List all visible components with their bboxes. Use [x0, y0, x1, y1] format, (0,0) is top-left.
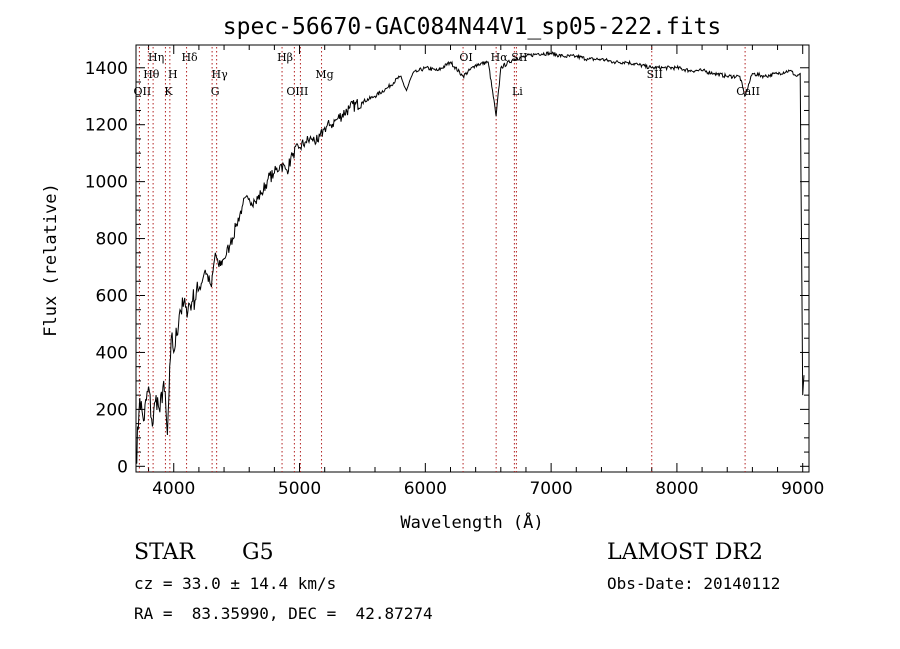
series-flux — [135, 50, 805, 464]
chart-title: spec-56670-GAC084N44V1_sp05-222.fits — [223, 14, 722, 40]
line-label-Hθ: Hθ — [143, 68, 160, 81]
x-axis-label: Wavelength (Å) — [400, 511, 543, 533]
line-label-OII: OII — [134, 85, 152, 98]
line-label-Mg: Mg — [315, 68, 333, 81]
line-label-OI: OI — [459, 51, 472, 64]
survey-name: LAMOST DR2 — [607, 540, 763, 565]
x-tick-label: 5000 — [278, 479, 321, 499]
y-axis-label: Flux (relative) — [41, 183, 61, 337]
plot-area: 4000 5000 6000 7000 8000 9000 0 200 400 600 800 100… — [85, 44, 824, 499]
line-label-Hγ: Hγ — [212, 68, 229, 81]
line-label-G: G — [211, 85, 220, 98]
redshift-velocity: cz = 33.0 ± 14.4 km/s — [134, 574, 337, 593]
x-tick-label: 6000 — [404, 479, 447, 499]
x-tick-label: 9000 — [781, 479, 824, 499]
y-tick-label: 200 — [96, 400, 128, 420]
y-tick-label: 1400 — [85, 59, 128, 79]
x-tick-label: 4000 — [152, 479, 195, 499]
line-label-Hβ: Hβ — [277, 51, 293, 64]
line-label-H: H — [168, 68, 178, 81]
line-label-K: K — [164, 85, 173, 98]
x-tick-label: 7000 — [529, 479, 572, 499]
observation-date: Obs-Date: 20140112 — [607, 574, 781, 593]
line-label-Hδ: Hδ — [181, 51, 198, 64]
plot-frame — [135, 44, 810, 473]
line-label-Hη: Hη — [148, 51, 164, 64]
object-class: STAR — [134, 540, 195, 565]
y-tick-label: 1000 — [85, 173, 128, 193]
x-tick-label: 8000 — [655, 479, 698, 499]
y-tick-label: 400 — [96, 343, 128, 363]
line-label-Hα: Hα — [491, 51, 509, 64]
y-tick-label: 600 — [96, 287, 128, 307]
line-label-Li: Li — [512, 85, 523, 98]
line-label-OIII: OIII — [286, 85, 308, 98]
object-subclass: G5 — [242, 540, 274, 565]
y-tick-label: 0 — [117, 457, 128, 477]
y-tick-label: 800 — [96, 230, 128, 250]
y-tick-label: 1200 — [85, 116, 128, 136]
coordinates: RA = 83.35990, DEC = 42.87274 — [134, 604, 433, 623]
line-label-SII-b: SII — [647, 68, 663, 81]
line-label-CaII: CaII — [736, 85, 760, 98]
